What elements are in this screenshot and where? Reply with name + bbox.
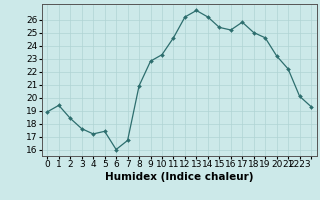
X-axis label: Humidex (Indice chaleur): Humidex (Indice chaleur)	[105, 172, 253, 182]
